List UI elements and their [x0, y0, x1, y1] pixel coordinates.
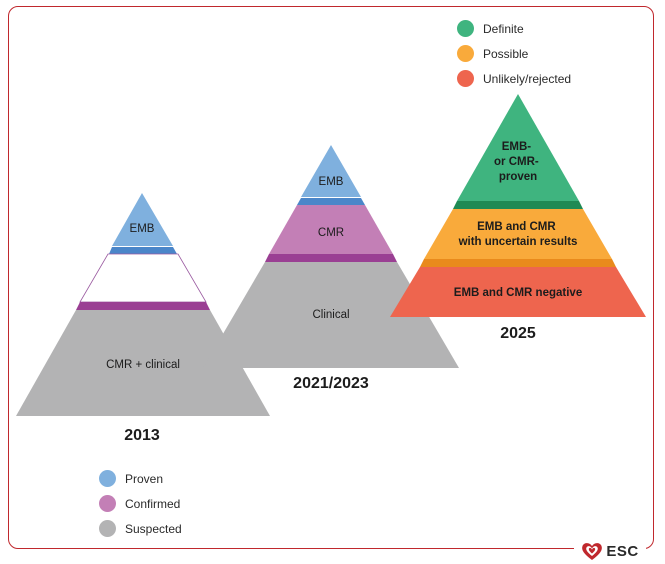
band-2025-definite [453, 201, 583, 209]
band-2025-possible [420, 259, 616, 267]
label-2025-top-line2: or CMR- [494, 156, 539, 168]
legend-2013: Proven Confirmed Suspected [99, 466, 182, 541]
confirmed-dot-icon [99, 495, 116, 512]
legend-item-proven: Proven [99, 466, 182, 491]
tier-2013-proven [112, 193, 173, 246]
tier-2021-suspected [203, 262, 459, 368]
label-2013-top: EMB [130, 223, 155, 235]
unlikely-dot-icon [457, 70, 474, 87]
legend-item-unlikely: Unlikely/rejected [457, 66, 571, 91]
tier-2021-proven [301, 145, 361, 197]
pyramid-2021: EMB CMR Clinical 2021/2023 [203, 145, 459, 392]
label-2025-top-line3: proven [499, 171, 537, 183]
legend-2025: Definite Possible Unlikely/rejected [457, 16, 571, 91]
label-2025-middle-line2: with uncertain results [458, 236, 578, 248]
tier-2025-definite [457, 94, 579, 201]
legend-item-definite: Definite [457, 16, 571, 41]
legend-label-suspected: Suspected [125, 521, 182, 536]
tier-2013-empty [79, 253, 207, 303]
pyramid-2025: EMB- or CMR- proven EMB and CMR with unc… [390, 94, 646, 342]
suspected-dot-icon [99, 520, 116, 537]
legend-label-confirmed: Confirmed [125, 496, 181, 511]
legend-label-proven: Proven [125, 471, 164, 486]
possible-dot-icon [457, 45, 474, 62]
legend-label-possible: Possible [483, 46, 529, 61]
pyramid-2013: EMB CMR + clinical 2013 [16, 193, 270, 444]
label-2021-top: EMB [319, 176, 344, 188]
tier-2025-possible [424, 209, 612, 259]
label-2025-top-line1: EMB- [502, 141, 532, 153]
label-2025-middle: EMB and CMR with uncertain results [458, 221, 578, 248]
tier-2013-suspected [16, 310, 270, 416]
legend-label-unlikely: Unlikely/rejected [483, 71, 572, 86]
diagram-frame [8, 6, 654, 549]
band-2013-confirmed [76, 302, 210, 310]
label-2025-middle-line1: EMB and CMR [477, 221, 556, 233]
label-2013-bottom: CMR + clinical [106, 359, 180, 371]
definite-dot-icon [457, 20, 474, 37]
band-2021-proven [297, 198, 365, 205]
year-2021: 2021/2023 [293, 375, 369, 392]
tier-2021-confirmed [269, 205, 393, 254]
legend-label-definite: Definite [483, 21, 524, 36]
tier-2025-unlikely [390, 267, 646, 317]
legend-item-possible: Possible [457, 41, 571, 66]
label-2021-bottom: Clinical [312, 309, 349, 321]
legend-item-suspected: Suspected [99, 516, 182, 541]
year-2025: 2025 [500, 325, 536, 342]
year-2013: 2013 [124, 427, 160, 444]
heart-icon [582, 543, 603, 560]
proven-dot-icon [99, 470, 116, 487]
band-2013-proven [109, 247, 177, 254]
band-2021-confirmed [265, 254, 397, 262]
label-2025-bottom: EMB and CMR negative [454, 287, 582, 299]
logo-text: ESC [606, 542, 639, 560]
legend-item-confirmed: Confirmed [99, 491, 182, 516]
esc-logo: ESC [574, 538, 646, 564]
label-2025-top: EMB- or CMR- proven [494, 141, 542, 183]
label-2021-middle: CMR [318, 227, 344, 239]
